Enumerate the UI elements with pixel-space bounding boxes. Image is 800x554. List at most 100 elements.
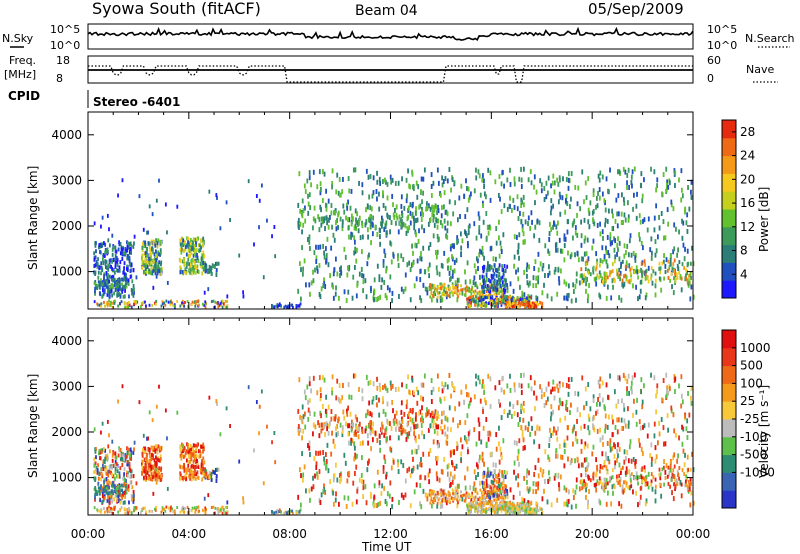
velocity-cell — [512, 494, 515, 500]
velocity-cell — [513, 387, 516, 393]
velocity-cell — [533, 380, 536, 386]
power-cell — [201, 262, 203, 267]
power-cell — [513, 263, 515, 269]
power-cell — [582, 256, 584, 262]
power-cell — [498, 298, 500, 302]
power-cell — [111, 293, 114, 298]
velocity-cell — [451, 382, 454, 388]
velocity-cell — [176, 410, 179, 415]
velocity-cell — [421, 405, 423, 411]
power-cell — [595, 276, 598, 281]
velocity-cell — [255, 400, 258, 405]
power-cell — [482, 302, 485, 306]
power-cell — [155, 249, 157, 254]
power-cell — [495, 273, 498, 278]
velocity-cell — [533, 390, 535, 396]
power-cell — [635, 215, 638, 221]
power-cell — [197, 299, 200, 303]
velocity-cell — [94, 488, 97, 492]
power-cell — [628, 184, 630, 190]
velocity-cell — [308, 381, 311, 387]
velocity-cell — [555, 448, 558, 454]
velocity-cell — [587, 499, 589, 505]
power-cell — [619, 270, 622, 276]
power-cell — [517, 276, 520, 282]
power-cell — [313, 250, 316, 256]
power-cell — [439, 192, 442, 198]
velocity-cell — [578, 486, 581, 492]
power-cell — [200, 256, 203, 261]
power-cell — [385, 295, 388, 301]
power-cell — [435, 218, 438, 224]
power-cell — [111, 266, 113, 271]
power-cell — [556, 291, 559, 297]
velocity-cell — [331, 374, 334, 380]
power-cell — [499, 290, 502, 294]
velocity-cell — [200, 444, 203, 449]
power-cell — [672, 262, 675, 267]
power-cell — [618, 267, 621, 272]
velocity-cell — [128, 509, 131, 513]
velocity-cell — [181, 507, 183, 511]
velocity-cell — [108, 491, 111, 495]
power-cell — [501, 169, 504, 175]
power-cell — [606, 264, 609, 269]
velocity-cell — [155, 446, 158, 451]
velocity-cell — [327, 468, 330, 474]
power-cell — [335, 220, 337, 226]
power-cell — [395, 212, 398, 218]
power-cell — [429, 241, 432, 247]
power-cell — [128, 250, 131, 255]
power-cell — [580, 233, 583, 239]
velocity-cell — [378, 412, 381, 418]
power-cell — [606, 284, 609, 290]
velocity-cell — [419, 474, 422, 480]
velocity-cell — [467, 449, 469, 455]
power-cell — [309, 291, 311, 297]
power-cell — [520, 177, 523, 183]
power-cell — [495, 290, 498, 295]
velocity-cell — [189, 451, 192, 456]
velocity-cell — [475, 373, 477, 379]
power-cell — [334, 256, 337, 262]
power-cell — [356, 247, 358, 253]
velocity-cell — [419, 501, 422, 507]
velocity-cell — [144, 465, 147, 470]
power-cell — [145, 262, 148, 267]
velocity-cell — [475, 462, 478, 468]
date-title: 05/Sep/2009 — [588, 0, 684, 18]
power-cell — [96, 262, 99, 267]
power-cell — [419, 203, 422, 209]
power-cell — [601, 276, 604, 281]
power-cell — [440, 213, 443, 219]
power-cell — [430, 297, 433, 303]
velocity-cell — [108, 505, 110, 509]
power-cell — [592, 265, 595, 270]
velocity-cell — [674, 376, 677, 382]
power-cell — [467, 243, 469, 249]
power-cell — [394, 207, 396, 213]
velocity-cell — [316, 474, 319, 480]
power-cell — [402, 256, 405, 262]
velocity-cell — [415, 449, 418, 455]
velocity-cell — [126, 462, 129, 467]
velocity-cell — [116, 487, 118, 491]
velocity-cell — [102, 488, 105, 492]
power-cell — [203, 265, 206, 270]
power-cell — [550, 198, 553, 204]
power-cell — [179, 239, 182, 244]
power-cell — [507, 303, 510, 307]
velocity-cell — [202, 472, 205, 477]
power-cell — [307, 193, 309, 199]
velocity-cell — [456, 423, 459, 429]
velocity-cell — [665, 372, 668, 378]
velocity-cell — [336, 423, 339, 429]
power-cell — [108, 279, 111, 284]
velocity-cell — [107, 456, 109, 461]
power-cell — [330, 203, 333, 209]
velocity-cell — [487, 373, 490, 379]
power-cell — [638, 232, 640, 238]
power-cell — [194, 263, 197, 268]
power-cell — [128, 294, 130, 299]
power-cell — [506, 177, 509, 183]
